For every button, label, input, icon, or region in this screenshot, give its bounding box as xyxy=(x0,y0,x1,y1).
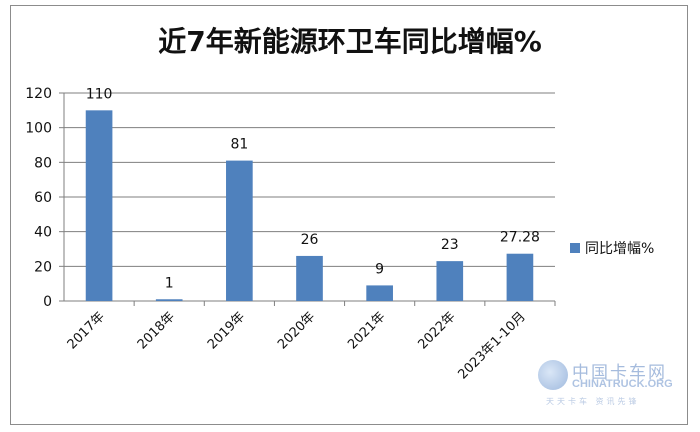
data-label: 26 xyxy=(301,232,319,248)
bars xyxy=(85,110,534,301)
data-labels: 110 1 81 26 9 23 27.28 xyxy=(86,86,540,291)
bar xyxy=(85,110,113,301)
watermark-brand-cn: 中国卡车网 xyxy=(572,363,667,383)
watermark-logo: 中国卡车网 CHINATRUCK.ORG 天天卡车 资讯先锋 xyxy=(538,356,678,412)
watermark-tagline: 天天卡车 资讯先锋 xyxy=(546,397,640,406)
chart-title: 近7年新能源环卫车同比增幅% xyxy=(158,25,542,58)
data-label: 9 xyxy=(375,261,384,277)
x-tick-label: 2019年 xyxy=(205,309,248,352)
legend: 同比增幅% xyxy=(570,238,654,258)
chart-frame xyxy=(10,5,688,425)
x-tick-label: 2017年 xyxy=(65,309,108,352)
y-tick-labels: 0 20 40 60 80 100 120 xyxy=(25,86,52,310)
watermark-brand-en: CHINATRUCK.ORG xyxy=(572,378,673,390)
gridlines xyxy=(64,92,555,267)
bar xyxy=(226,160,253,301)
bar xyxy=(436,261,464,301)
legend-label: 同比增幅% xyxy=(585,241,655,257)
data-label: 23 xyxy=(441,237,459,253)
data-label: 1 xyxy=(165,275,174,291)
x-tick-label: 2020年 xyxy=(275,309,318,352)
bar xyxy=(155,299,183,301)
data-label: 81 xyxy=(230,137,248,153)
y-tick-label: 0 xyxy=(43,294,52,310)
legend-swatch xyxy=(570,243,580,253)
y-tick-label: 60 xyxy=(34,190,52,206)
y-tick-label: 40 xyxy=(34,225,52,241)
bar xyxy=(296,255,323,301)
truck-logo-icon xyxy=(538,360,568,390)
x-tick-label: 2018年 xyxy=(135,309,178,352)
bar xyxy=(506,253,534,301)
x-tick-label: 2021年 xyxy=(345,309,388,352)
x-tick-label: 2023年1-10月 xyxy=(456,309,529,382)
x-tick-label: 2022年 xyxy=(415,309,458,352)
bar xyxy=(366,285,393,301)
y-tick-label: 120 xyxy=(25,86,52,102)
y-tick-label: 100 xyxy=(25,121,52,137)
data-label: 110 xyxy=(86,86,113,102)
y-tick-label: 20 xyxy=(34,259,52,275)
data-label: 27.28 xyxy=(500,230,540,246)
y-tick-label: 80 xyxy=(34,155,52,171)
